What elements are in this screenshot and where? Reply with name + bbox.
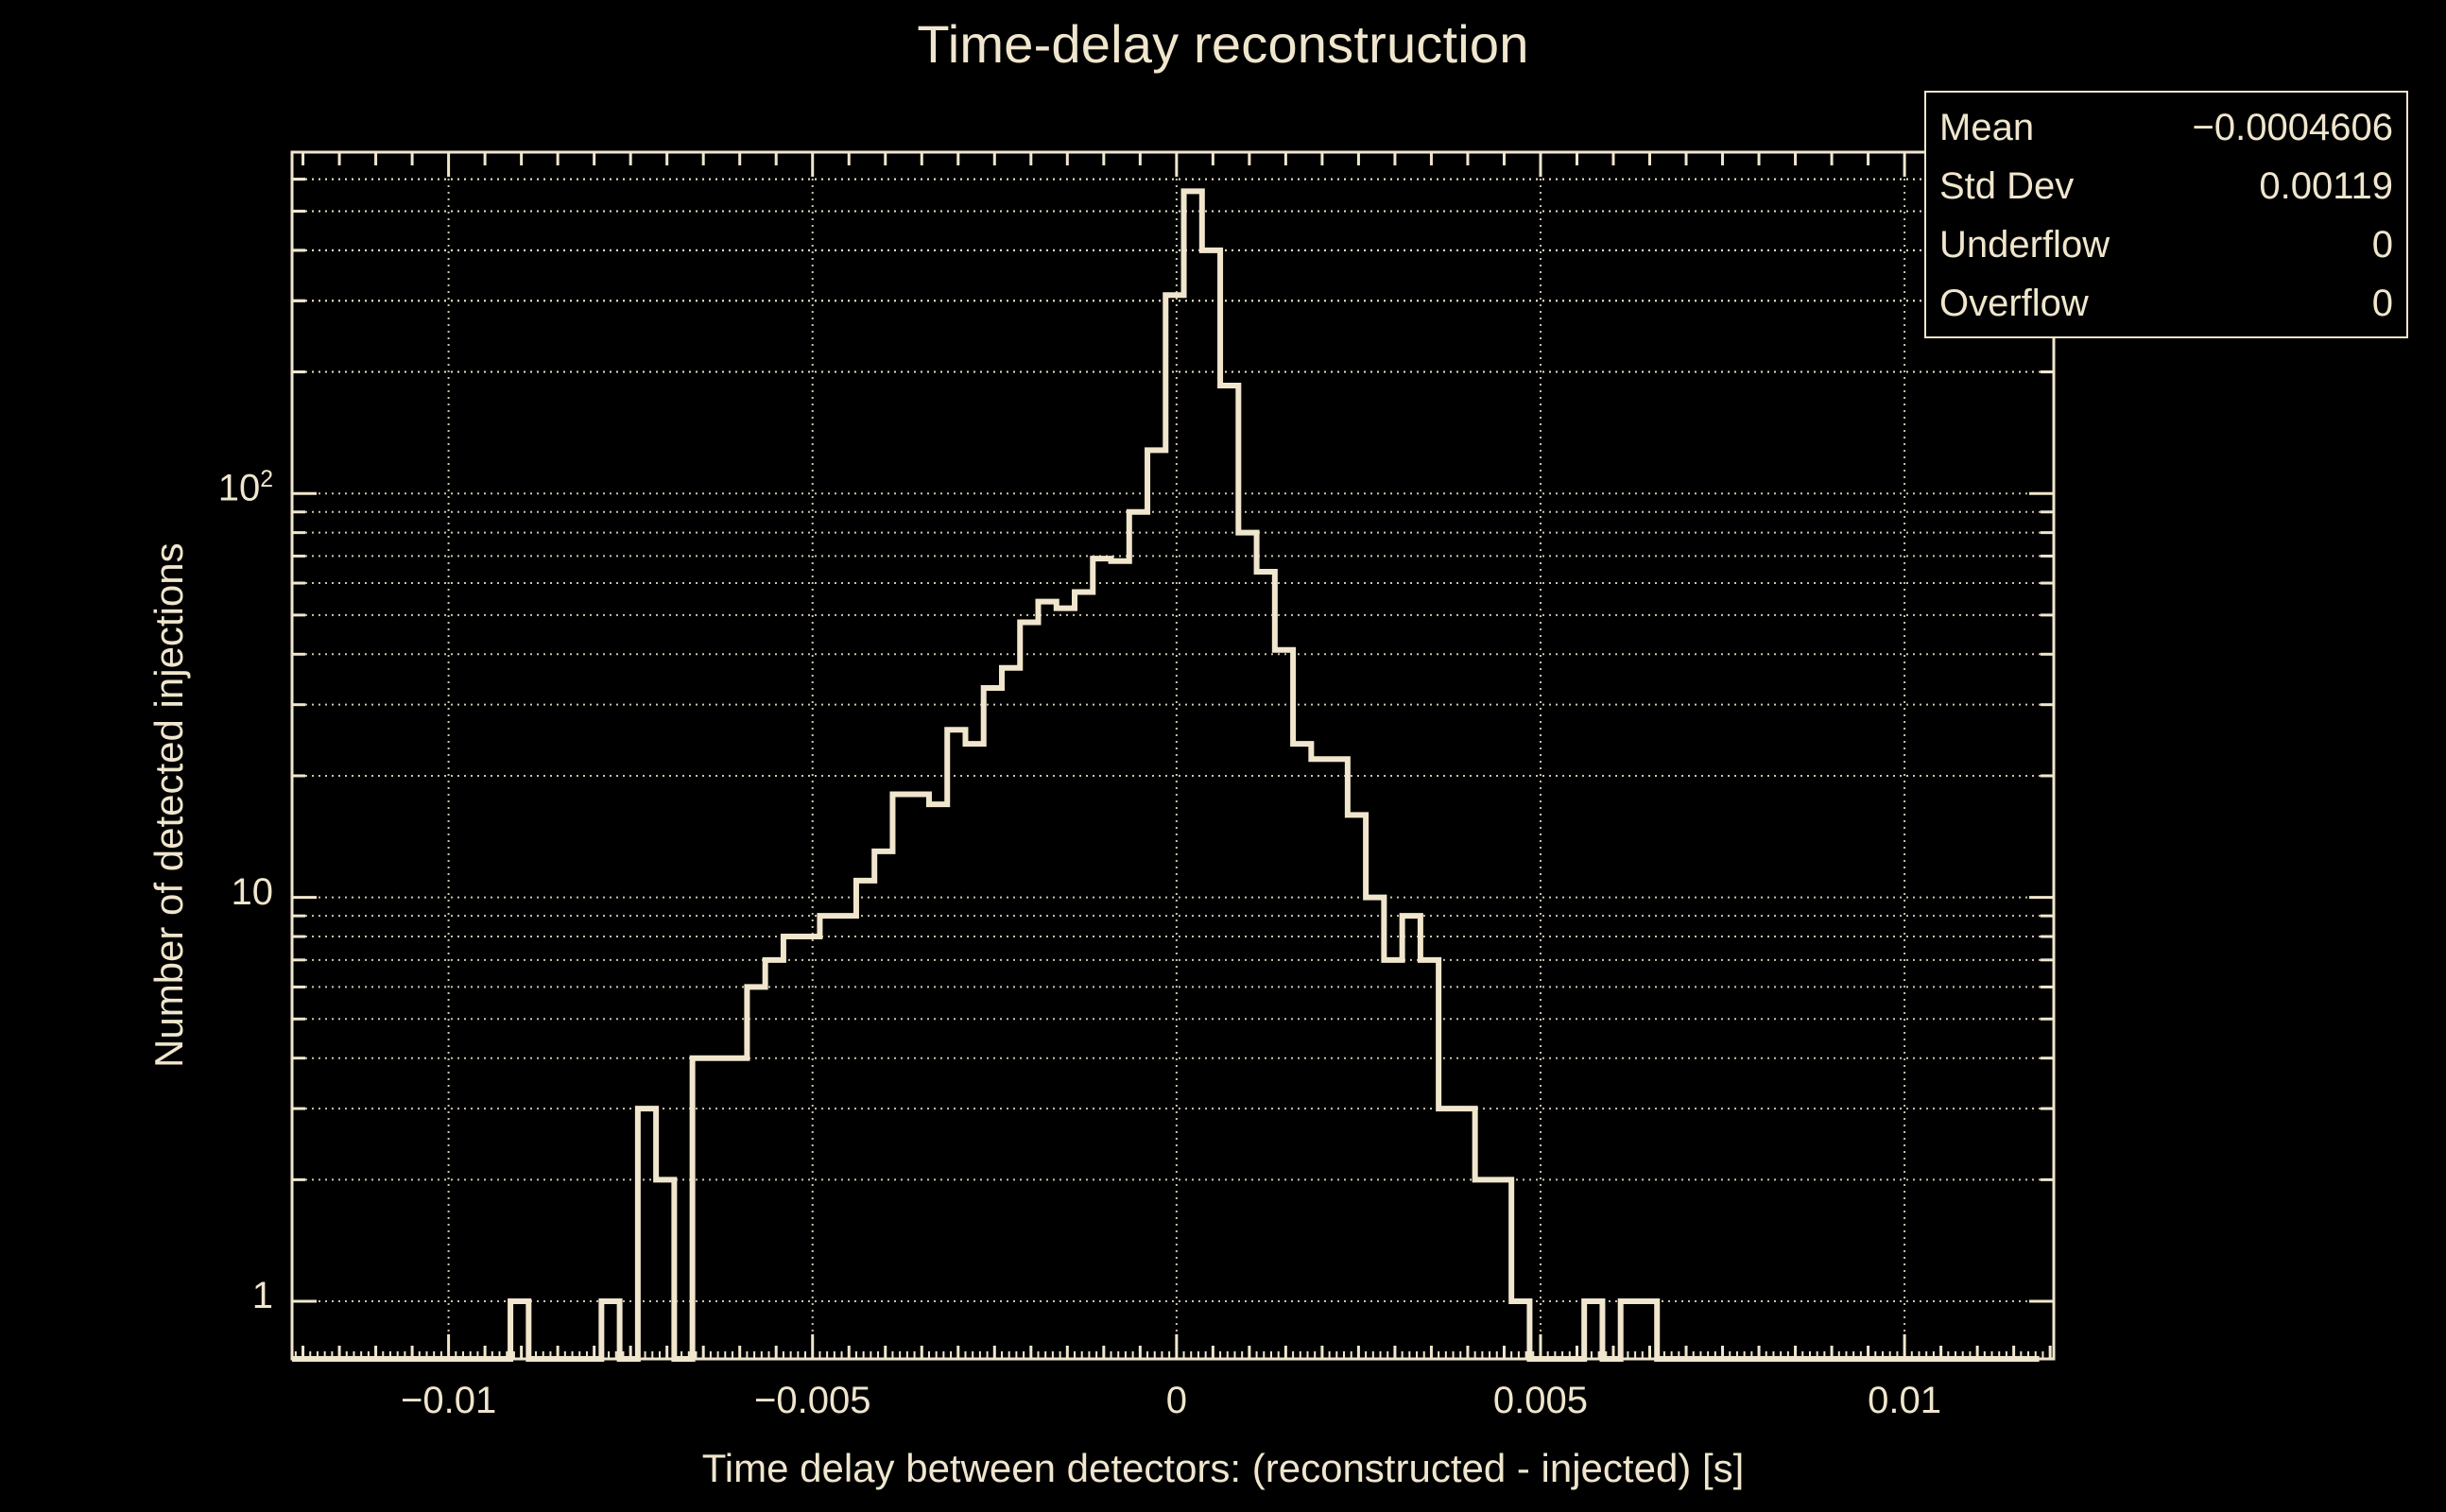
x-tick-label: 0 bbox=[1165, 1380, 1187, 1421]
stat-value: 0.00119 bbox=[2259, 165, 2393, 207]
stat-key: Underflow bbox=[1939, 224, 2110, 266]
x-tick-label: 0.005 bbox=[1492, 1380, 1589, 1421]
stat-row: Underflow 0 bbox=[1939, 215, 2393, 274]
statistics-box: Mean −0.0004606 Std Dev 0.00119 Underflow 0 Ov… bbox=[1924, 91, 2408, 338]
page-title: Time-delay reconstruction bbox=[917, 14, 1529, 74]
stat-value: 0 bbox=[2371, 224, 2393, 266]
stat-value: 0 bbox=[2371, 283, 2393, 324]
y-tick-label: 1 bbox=[251, 1275, 273, 1317]
y-tick-label: 102 bbox=[217, 467, 273, 509]
stat-value: −0.0004606 bbox=[2192, 107, 2393, 148]
x-tick-label: 0.01 bbox=[1868, 1380, 1942, 1421]
axis-ticks bbox=[292, 150, 2054, 1359]
x-tick-label: −0.005 bbox=[753, 1380, 871, 1421]
grid-lines bbox=[292, 151, 2054, 1359]
histogram-steps bbox=[292, 188, 2040, 1362]
stat-row: Std Dev 0.00119 bbox=[1939, 157, 2393, 215]
stat-key: Std Dev bbox=[1939, 165, 2075, 207]
x-axis-title: Time delay between detectors: (reconstru… bbox=[701, 1446, 1745, 1490]
y-axis-title: Number of detected injections bbox=[146, 541, 191, 1068]
x-tick-label: −0.01 bbox=[400, 1380, 497, 1421]
y-tick-label: 10 bbox=[231, 870, 274, 913]
axes-frame bbox=[290, 150, 2056, 1361]
stat-key: Mean bbox=[1939, 107, 2035, 148]
stat-key: Overflow bbox=[1939, 283, 2089, 324]
stat-row: Mean −0.0004606 bbox=[1939, 98, 2393, 157]
stat-row: Overflow 0 bbox=[1939, 274, 2393, 333]
